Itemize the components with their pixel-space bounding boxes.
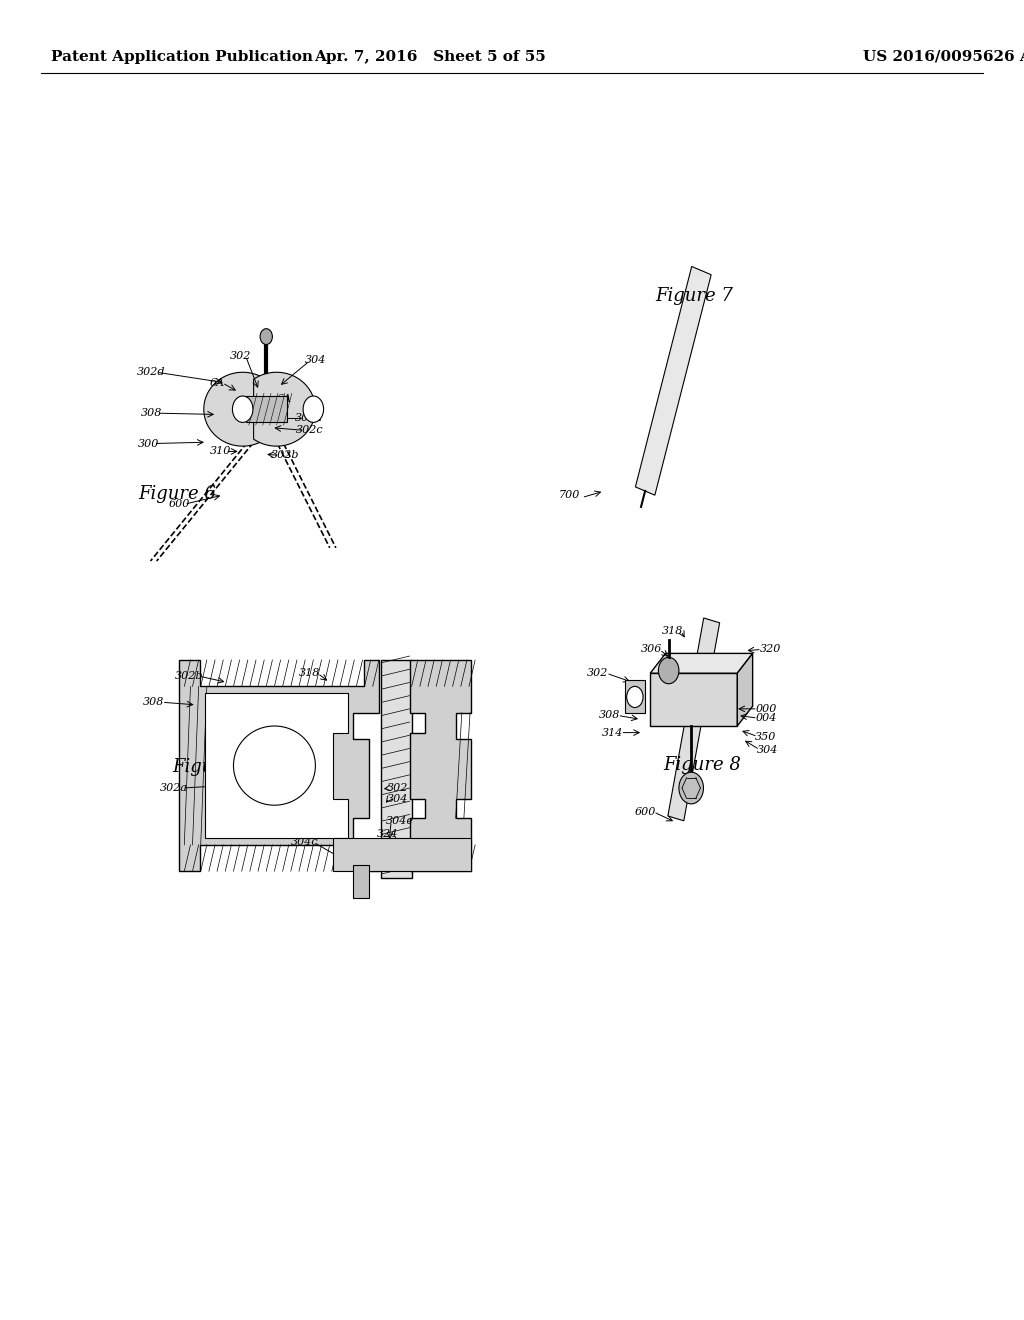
- Text: Figure 7: Figure 7: [655, 286, 733, 305]
- Circle shape: [658, 657, 679, 684]
- Text: 004: 004: [756, 713, 776, 723]
- Polygon shape: [668, 618, 720, 821]
- Text: 000: 000: [756, 704, 776, 714]
- Text: 302: 302: [588, 668, 608, 678]
- Text: 308: 308: [141, 408, 162, 418]
- Polygon shape: [410, 660, 471, 871]
- Text: 300: 300: [138, 438, 159, 449]
- Text: 302: 302: [230, 351, 251, 362]
- Polygon shape: [636, 267, 711, 495]
- Polygon shape: [333, 838, 471, 871]
- Text: 6A: 6A: [210, 378, 224, 388]
- Text: 302b: 302b: [175, 671, 204, 681]
- Text: 6A: 6A: [278, 393, 292, 404]
- Bar: [353, 865, 369, 898]
- Text: 302d: 302d: [137, 367, 166, 378]
- Polygon shape: [205, 693, 348, 838]
- Text: 304: 304: [387, 793, 408, 804]
- Polygon shape: [737, 653, 753, 726]
- Text: 310: 310: [210, 446, 230, 457]
- Bar: [381, 660, 412, 878]
- Text: 302a: 302a: [160, 783, 188, 793]
- Text: 302c: 302c: [296, 425, 323, 436]
- Text: Apr. 7, 2016   Sheet 5 of 55: Apr. 7, 2016 Sheet 5 of 55: [314, 50, 546, 63]
- Polygon shape: [625, 680, 645, 713]
- Polygon shape: [650, 673, 737, 726]
- Text: Patent Application Publication: Patent Application Publication: [51, 50, 313, 63]
- Text: 308: 308: [143, 697, 164, 708]
- Text: 304e: 304e: [385, 816, 414, 826]
- Text: 318: 318: [663, 626, 683, 636]
- Text: 350: 350: [756, 731, 776, 742]
- Text: Figure 6A: Figure 6A: [172, 758, 263, 776]
- Text: 324: 324: [377, 829, 397, 840]
- Text: 600: 600: [635, 807, 655, 817]
- Polygon shape: [650, 653, 753, 673]
- Text: 302a: 302a: [295, 413, 324, 424]
- Text: 302b: 302b: [270, 450, 299, 461]
- Circle shape: [627, 686, 643, 708]
- Text: 302: 302: [387, 783, 408, 793]
- Text: 320: 320: [760, 644, 780, 655]
- Polygon shape: [179, 660, 379, 871]
- Text: 304: 304: [305, 355, 326, 366]
- Text: US 2016/0095626 A1: US 2016/0095626 A1: [862, 50, 1024, 63]
- Text: 600: 600: [351, 842, 372, 853]
- Circle shape: [260, 329, 272, 345]
- Polygon shape: [254, 372, 315, 446]
- Text: 304c: 304c: [292, 837, 318, 847]
- Text: 306: 306: [641, 644, 662, 655]
- Circle shape: [232, 396, 253, 422]
- Text: 308: 308: [599, 710, 620, 721]
- Polygon shape: [246, 396, 287, 422]
- Text: 318: 318: [299, 668, 319, 678]
- Circle shape: [679, 772, 703, 804]
- Text: Figure 8: Figure 8: [664, 755, 741, 774]
- Text: 306: 306: [279, 800, 299, 810]
- Polygon shape: [204, 372, 265, 446]
- Text: 600: 600: [169, 499, 189, 510]
- Text: 700: 700: [559, 490, 580, 500]
- Text: 304: 304: [758, 744, 778, 755]
- Text: 314: 314: [602, 727, 623, 738]
- Text: Figure 6: Figure 6: [138, 484, 216, 503]
- Circle shape: [303, 396, 324, 422]
